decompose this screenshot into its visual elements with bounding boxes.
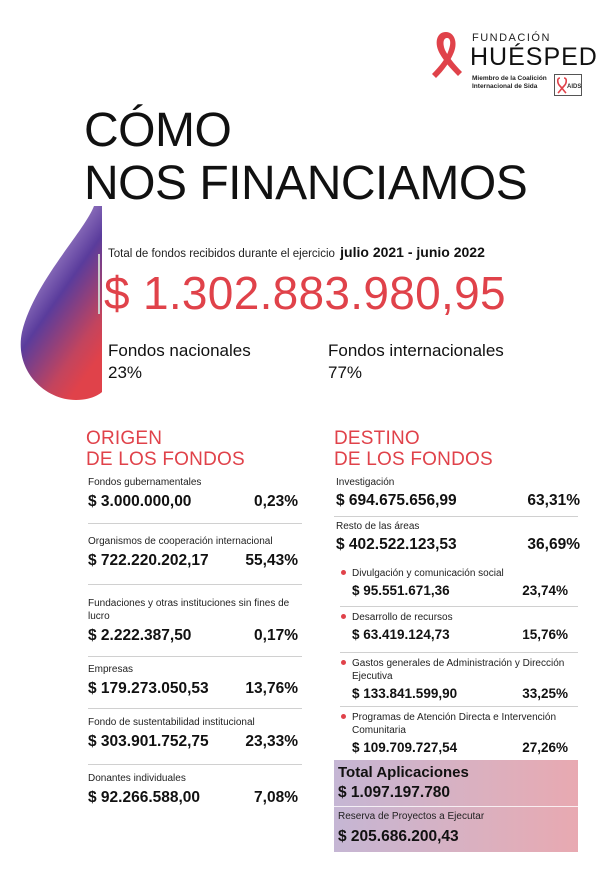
- divider: [334, 806, 578, 807]
- bullet-icon: [341, 660, 346, 665]
- origin-item-amount: $ 3.000.000,00: [88, 493, 192, 510]
- sub-item-divulgacion: Divulgación y comunicación social $ 95.5…: [340, 567, 578, 598]
- destination-heading-line-1: DESTINO: [334, 428, 420, 449]
- sub-item-programas: Programas de Atención Directa e Interven…: [340, 711, 578, 755]
- sub-item-label: Gastos generales de Administración y Dir…: [352, 658, 565, 682]
- origin-item-sustentabilidad: Fondo de sustentabilidad institucional $…: [88, 716, 302, 765]
- sub-item-gastos-generales: Gastos generales de Administración y Dir…: [340, 657, 578, 701]
- origin-heading: ORIGEN DE LOS FONDOS: [86, 428, 245, 470]
- sub-item-amount: $ 95.551.671,36: [352, 583, 450, 598]
- origin-item-amount: $ 92.266.588,00: [88, 789, 201, 806]
- logo-fundacion-text: FUNDACIÓN: [472, 32, 551, 44]
- origin-item-amount: $ 179.273.050,53: [88, 680, 209, 697]
- total-divider: [98, 254, 100, 314]
- total-applications-amount: $ 1.097.197.780: [338, 784, 451, 801]
- logo-miembro-text: Miembro de la Coalición Internacional de…: [472, 75, 547, 90]
- bullet-icon: [341, 614, 346, 619]
- destination-item-resto: Resto de las áreas $ 402.522.123,53 36,69…: [336, 520, 580, 554]
- destination-item-label: Investigación: [336, 477, 395, 488]
- destination-heading: DESTINO DE LOS FONDOS: [334, 428, 493, 470]
- destination-item-pct: 36,69%: [527, 536, 580, 553]
- origin-item-pct: 0,23%: [254, 493, 298, 510]
- international-funds: Fondos internacionales 77%: [328, 340, 504, 384]
- sub-item-label: Desarrollo de recursos: [352, 612, 453, 623]
- total-applications-box: Total Aplicaciones $ 1.097.197.780 Reser…: [334, 760, 578, 852]
- sub-item-pct: 15,76%: [522, 627, 568, 642]
- page-title: CÓMO NOS FINANCIAMOS: [84, 104, 528, 210]
- title-line-1: CÓMO: [84, 104, 232, 157]
- origin-heading-line-1: ORIGEN: [86, 428, 163, 449]
- national-funds-pct: 23%: [108, 363, 143, 382]
- origin-item-pct: 7,08%: [254, 789, 298, 806]
- aids-coalition-logo: AIDS: [554, 74, 582, 96]
- aids-mark-text: AIDS: [567, 84, 581, 90]
- sub-item-pct: 33,25%: [522, 686, 568, 701]
- sub-item-desarrollo: Desarrollo de recursos $ 63.419.124,73 15…: [340, 611, 578, 642]
- divider: [340, 652, 578, 653]
- sub-item-amount: $ 63.419.124,73: [352, 627, 450, 642]
- origin-item-pct: 23,33%: [245, 733, 298, 750]
- reserve-label: Reserva de Proyectos a Ejecutar: [338, 811, 485, 822]
- origin-item-label: Fondos gubernamentales: [88, 477, 202, 488]
- origin-item-gubernamentales: Fondos gubernamentales $ 3.000.000,00 0,2…: [88, 476, 302, 524]
- origin-item-label: Fondo de sustentabilidad institucional: [88, 717, 255, 728]
- sub-item-amount: $ 109.709.727,54: [352, 740, 458, 755]
- divider: [88, 584, 302, 585]
- divider: [88, 764, 302, 765]
- national-funds-label: Fondos nacionales: [108, 341, 251, 360]
- divider: [340, 706, 578, 707]
- origin-item-label: Donantes individuales: [88, 773, 186, 784]
- origin-item-label: Organismos de cooperación internacional: [88, 536, 273, 547]
- sub-item-label: Programas de Atención Directa e Interven…: [352, 712, 556, 736]
- sub-item-pct: 23,74%: [522, 583, 568, 598]
- total-amount: $ 1.302.883.980,95: [104, 267, 506, 319]
- red-ribbon-icon: [432, 32, 462, 78]
- sub-item-label: Divulgación y comunicación social: [352, 568, 504, 579]
- divider: [88, 523, 302, 524]
- origin-item-cooperacion: Organismos de cooperación internacional …: [88, 535, 302, 585]
- fundacion-huesped-logo: FUNDACIÓN HUÉSPED Miembro de la Coalició…: [428, 30, 597, 100]
- blood-drop-graphic: [20, 206, 102, 400]
- title-line-2: NOS FINANCIAMOS: [84, 157, 528, 210]
- divider: [334, 516, 578, 517]
- origin-item-label: Fundaciones y otras instituciones sin fi…: [88, 598, 290, 622]
- international-funds-label: Fondos internacionales: [328, 341, 504, 360]
- origin-item-label: Empresas: [88, 664, 134, 675]
- national-funds: Fondos nacionales 23%: [108, 340, 251, 384]
- total-label-text: Total de fondos recibidos durante el eje…: [108, 248, 335, 260]
- destination-item-label: Resto de las áreas: [336, 521, 420, 532]
- destination-item-pct: 63,31%: [527, 492, 580, 509]
- total-applications-label: Total Aplicaciones: [338, 764, 469, 781]
- origin-item-amount: $ 2.222.387,50: [88, 627, 192, 644]
- logo-huesped-text: HUÉSPED: [470, 43, 598, 71]
- origin-heading-line-2: DE LOS FONDOS: [86, 449, 245, 470]
- destination-heading-line-2: DE LOS FONDOS: [334, 449, 493, 470]
- origin-item-pct: 55,43%: [245, 552, 298, 569]
- total-label: Total de fondos recibidos durante el eje…: [108, 244, 485, 260]
- international-funds-pct: 77%: [328, 363, 363, 382]
- origin-item-pct: 0,17%: [254, 627, 298, 644]
- divider: [88, 708, 302, 709]
- origin-item-empresas: Empresas $ 179.273.050,53 13,76%: [88, 663, 302, 709]
- destination-item-amount: $ 402.522.123,53: [336, 536, 457, 553]
- origin-item-donantes: Donantes individuales $ 92.266.588,00 7,0…: [88, 772, 298, 807]
- destination-item-investigacion: Investigación $ 694.675.656,99 63,31%: [336, 476, 580, 510]
- destination-item-amount: $ 694.675.656,99: [336, 492, 457, 509]
- sub-item-pct: 27,26%: [522, 740, 568, 755]
- origin-item-amount: $ 303.901.752,75: [88, 733, 209, 750]
- divider: [340, 606, 578, 607]
- bullet-icon: [341, 570, 346, 575]
- total-period: julio 2021 - junio 2022: [340, 244, 485, 260]
- origin-item-fundaciones: Fundaciones y otras instituciones sin fi…: [88, 597, 302, 657]
- origin-item-pct: 13,76%: [245, 680, 298, 697]
- bullet-icon: [341, 714, 346, 719]
- sub-item-amount: $ 133.841.599,90: [352, 686, 458, 701]
- divider: [88, 656, 302, 657]
- origin-item-amount: $ 722.220.202,17: [88, 552, 209, 569]
- reserve-amount: $ 205.686.200,43: [338, 828, 459, 845]
